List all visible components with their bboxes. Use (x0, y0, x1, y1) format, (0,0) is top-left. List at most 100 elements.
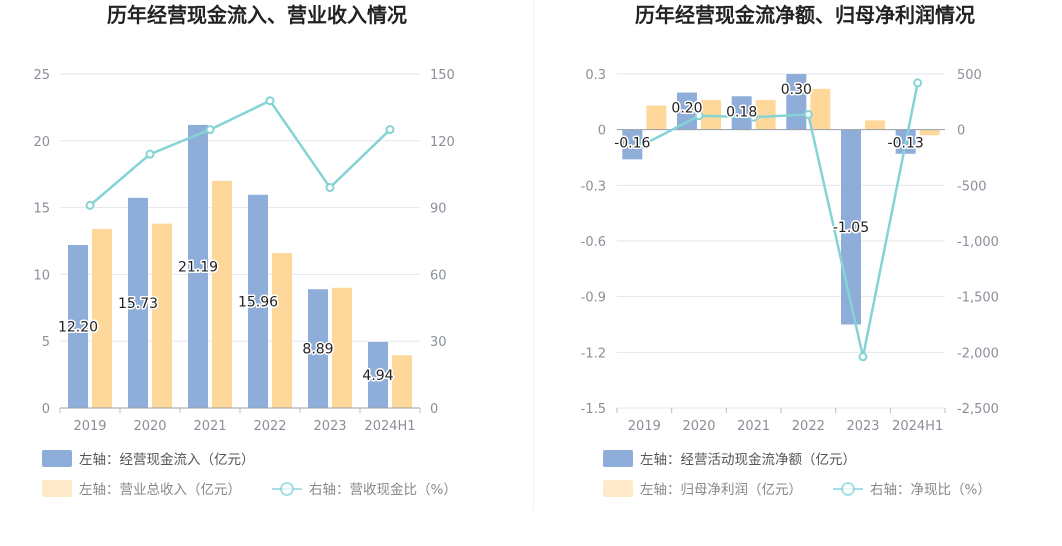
x-axis-tick-label: 2023 (846, 419, 879, 434)
left-axis-tick-label: -0.3 (581, 179, 606, 194)
line-point (145, 149, 155, 159)
bar-primary (68, 245, 88, 408)
bar-data-label: 0.20 (671, 101, 702, 117)
right-axis-tick-label: -2,500 (957, 402, 999, 417)
bar-secondary (92, 228, 112, 408)
right-axis-tick-label: 120 (430, 135, 455, 150)
left-axis-tick-label: 5 (42, 335, 50, 350)
legend-label: 左轴：归母净利润（亿元） (640, 481, 802, 498)
x-axis-tick-label: 2022 (253, 419, 286, 434)
bar-data-label: 15.73 (118, 296, 158, 312)
line-point (803, 110, 813, 120)
x-axis-tick-label: 2019 (73, 419, 106, 434)
line-point (265, 96, 275, 106)
bar-secondary (810, 88, 831, 130)
right-axis-tick-label: 150 (430, 68, 455, 83)
right-axis-tick-label: 90 (430, 202, 447, 217)
line-point (858, 352, 868, 362)
right-axis-tick-label: -500 (957, 179, 987, 194)
line-point (694, 111, 704, 121)
bar-secondary (919, 129, 940, 136)
right-axis-tick-label: 0 (957, 124, 965, 139)
legend-label: 左轴：经营活动现金流净额（亿元） (640, 452, 856, 468)
right-axis-tick-label: -2,000 (957, 346, 999, 361)
bar-data-label: -1.05 (833, 220, 869, 236)
chart-title: 历年经营现金流入、营业收入情况 (107, 3, 407, 27)
chart-panel-1: 历年经营现金流入、营业收入情况 0 5 10 15 20 25 0 30 60 90 120 150 20… (33, 3, 456, 498)
right-axis-tick-label: 500 (957, 68, 982, 83)
bar-data-label: -0.13 (888, 136, 924, 152)
x-axis-tick-label: 2022 (792, 419, 825, 434)
x-axis-tick-label: 2021 (193, 419, 226, 434)
bar-primary (128, 197, 148, 408)
bar-primary (622, 129, 643, 160)
legend-label: 右轴：营收现金比（%） (309, 482, 457, 498)
left-axis-tick-label: 10 (33, 268, 50, 283)
left-axis-tick-label: -0.9 (581, 291, 606, 306)
legend-label: 左轴：营业总收入（亿元） (79, 482, 241, 498)
bar-primary (248, 194, 268, 408)
bar-data-label: 4.94 (362, 368, 393, 384)
right-axis-tick-label: 60 (430, 268, 447, 283)
bar-primary (188, 124, 208, 408)
bar-secondary (152, 223, 172, 408)
bar-primary (308, 289, 328, 408)
bar-secondary (212, 180, 232, 408)
bar-secondary (865, 120, 885, 130)
bar-secondary (646, 105, 667, 130)
legend-line-marker (841, 482, 855, 496)
x-axis-tick-label: 2024H1 (364, 419, 415, 434)
bar-data-label: 12.20 (58, 320, 98, 336)
line-point (639, 139, 649, 149)
legend-swatch (603, 480, 633, 497)
line-series (89, 99, 391, 207)
x-axis-tick-label: 2024H1 (892, 419, 943, 434)
line-point (85, 200, 95, 210)
right-axis-tick-label: 0 (430, 402, 438, 417)
line-point (913, 78, 923, 88)
bar-secondary (755, 99, 776, 130)
bar-primary (731, 96, 752, 130)
legend-swatch (42, 480, 72, 497)
left-axis-tick-label: -0.6 (581, 235, 606, 250)
bar-data-label: -0.16 (614, 136, 650, 152)
bar-data-label: 8.89 (302, 342, 333, 358)
line-series (643, 82, 919, 358)
x-axis-tick-label: 2023 (313, 419, 346, 434)
bar-secondary (332, 287, 352, 408)
bar-primary (368, 342, 388, 408)
line-point (749, 112, 759, 122)
legend-swatch (603, 450, 633, 467)
x-axis-tick-label: 2021 (737, 419, 770, 434)
line-point (325, 183, 335, 193)
left-axis-tick-label: 20 (33, 135, 50, 150)
left-axis-tick-label: 0.3 (585, 68, 606, 83)
legend-swatch (42, 450, 72, 467)
x-axis-tick-label: 2020 (133, 419, 166, 434)
line-point (385, 125, 395, 135)
legend-label: 右轴：净现比（%） (870, 482, 991, 498)
bar-secondary (392, 355, 412, 408)
right-axis-tick-label: -1,000 (957, 235, 999, 250)
x-axis-tick-label: 2019 (628, 419, 661, 434)
left-axis-tick-label: 0 (42, 402, 50, 417)
panel-divider (533, 0, 534, 510)
bar-data-label: 0.18 (726, 104, 757, 120)
chart-title: 历年经营现金流净额、归母净利润情况 (635, 3, 975, 27)
line-point (205, 125, 215, 135)
x-axis-tick-label: 2020 (682, 419, 715, 434)
legend-line-marker (280, 482, 294, 496)
left-axis-tick-label: -1.2 (581, 346, 606, 361)
bar-data-label: 15.96 (238, 294, 278, 310)
bar-data-label: 21.19 (178, 259, 218, 275)
chart-panel-2: 历年经营现金流净额、归母净利润情况 -1.5 -1.2 -0.9 -0.6 -0.3 0 0.… (581, 3, 999, 498)
bar-data-label: 0.30 (781, 82, 812, 98)
left-axis-tick-label: 25 (33, 68, 50, 83)
left-axis-tick-label: -1.5 (581, 402, 606, 417)
right-axis-tick-label: -1,500 (957, 291, 999, 306)
left-axis-tick-label: 15 (33, 202, 50, 217)
left-axis-tick-label: 0 (598, 124, 606, 139)
bar-secondary (272, 253, 292, 408)
legend-label: 左轴：经营现金流入（亿元） (79, 452, 255, 468)
